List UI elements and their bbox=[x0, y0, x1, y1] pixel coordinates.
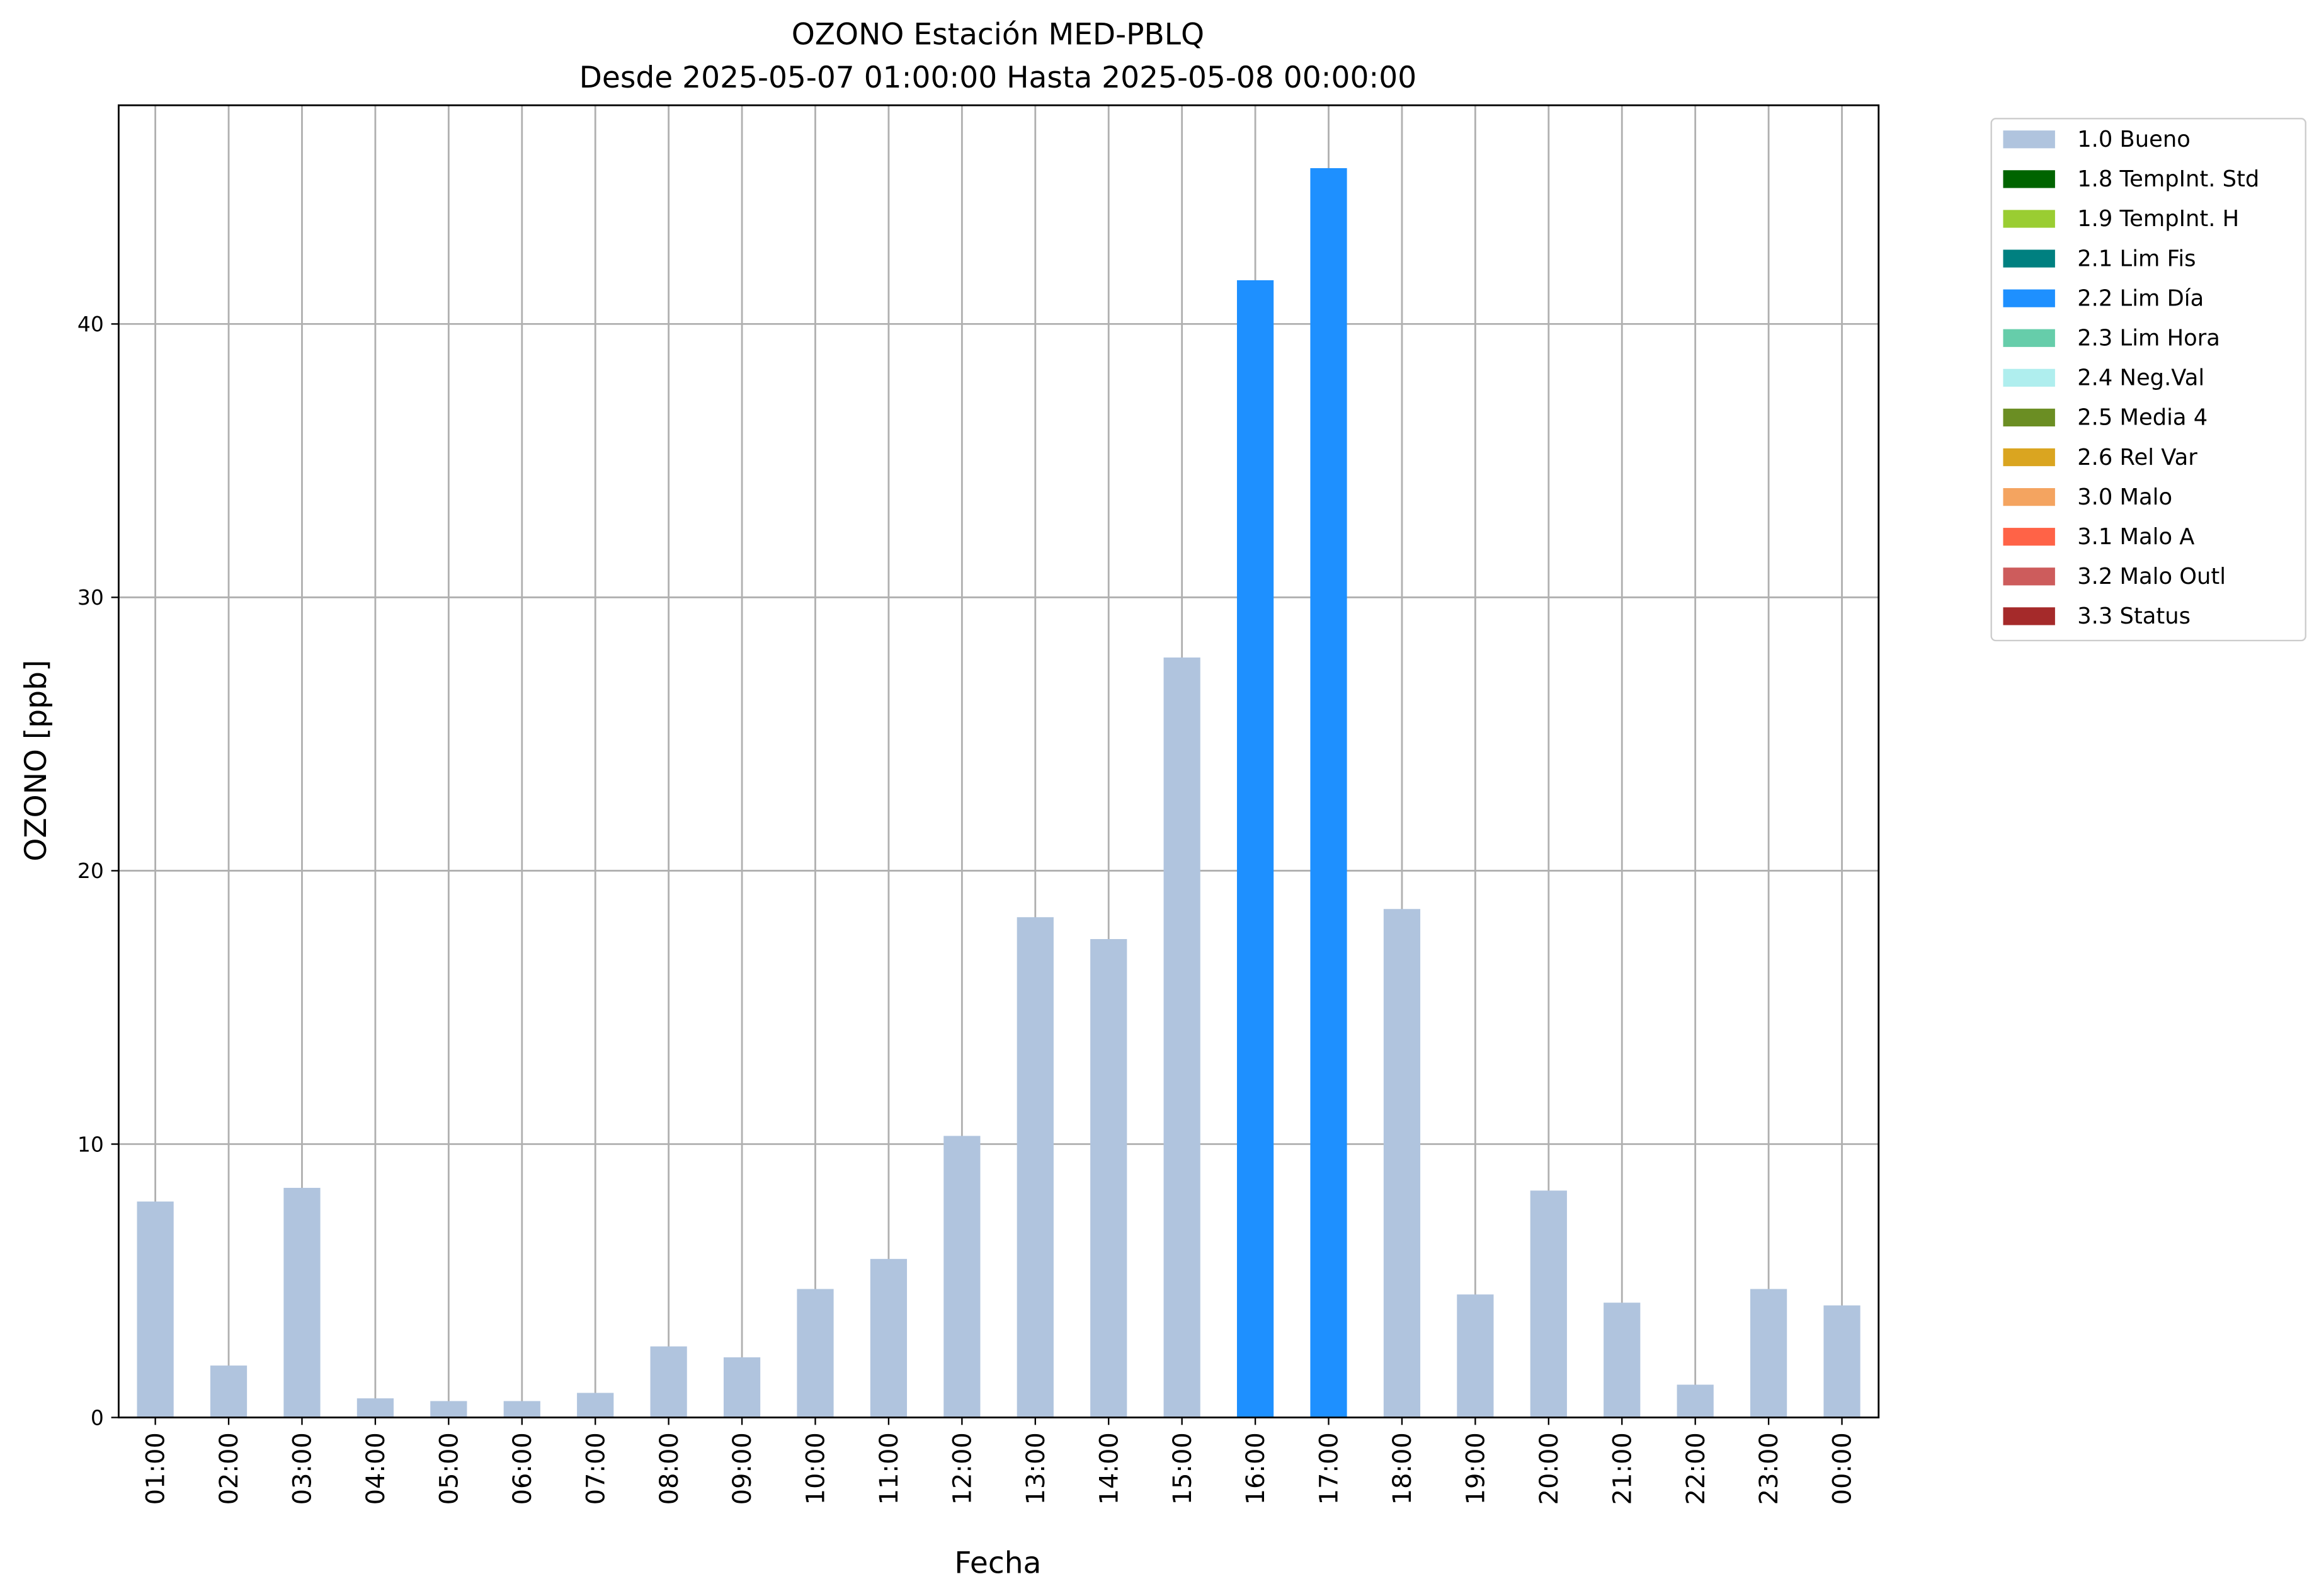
legend-box bbox=[1990, 118, 2306, 642]
x-tick-label: 20:00 bbox=[1535, 1432, 1564, 1505]
chart-title: OZONO Estación MED-PBLQ bbox=[792, 18, 1204, 52]
bar bbox=[1823, 1305, 1860, 1418]
bar bbox=[1604, 1302, 1641, 1418]
bar bbox=[1750, 1289, 1787, 1418]
x-tick-label: 14:00 bbox=[1095, 1432, 1124, 1505]
x-tick-label: 17:00 bbox=[1315, 1432, 1344, 1505]
bar bbox=[650, 1346, 687, 1418]
x-tick-label: 13:00 bbox=[1022, 1432, 1051, 1505]
legend-swatch bbox=[2003, 607, 2055, 625]
legend-swatch bbox=[2003, 487, 2055, 506]
legend-label: 2.1 Lim Fis bbox=[2077, 246, 2196, 271]
bar bbox=[797, 1289, 834, 1418]
bar bbox=[503, 1401, 540, 1418]
bar bbox=[1163, 657, 1200, 1418]
y-tick-label: 40 bbox=[77, 312, 104, 336]
bar bbox=[1383, 909, 1421, 1418]
x-tick-label: 04:00 bbox=[362, 1432, 390, 1505]
legend-label: 3.3 Status bbox=[2077, 603, 2191, 629]
bar bbox=[1530, 1190, 1567, 1418]
legend-swatch bbox=[2003, 170, 2055, 188]
legend-label: 3.1 Malo A bbox=[2077, 524, 2194, 550]
bar bbox=[870, 1258, 908, 1418]
legend-label: 3.2 Malo Outl bbox=[2077, 564, 2226, 590]
y-axis-label: OZONO [ppb] bbox=[19, 660, 54, 862]
x-tick-label: 05:00 bbox=[435, 1432, 464, 1505]
x-tick-label: 21:00 bbox=[1608, 1432, 1637, 1505]
bar bbox=[1236, 280, 1274, 1418]
x-tick-label: 07:00 bbox=[581, 1432, 610, 1505]
y-tick-label: 20 bbox=[77, 858, 104, 883]
x-tick-label: 15:00 bbox=[1168, 1432, 1197, 1505]
bar bbox=[1017, 917, 1054, 1418]
legend-label: 1.9 TempInt. H bbox=[2077, 206, 2239, 232]
bar bbox=[210, 1365, 248, 1418]
legend-swatch bbox=[2003, 528, 2055, 546]
bar bbox=[430, 1401, 467, 1418]
x-tick-label: 08:00 bbox=[655, 1432, 684, 1505]
x-tick-label: 09:00 bbox=[728, 1432, 757, 1505]
legend-swatch bbox=[2003, 448, 2055, 467]
y-tick-label: 10 bbox=[77, 1132, 104, 1156]
legend-label: 2.3 Lim Hora bbox=[2077, 326, 2220, 351]
bar bbox=[577, 1393, 614, 1418]
bar bbox=[943, 1136, 981, 1418]
legend-label: 2.6 Rel Var bbox=[2077, 445, 2197, 470]
legend-label: 2.4 Neg.Val bbox=[2077, 365, 2204, 391]
x-tick-label: 11:00 bbox=[875, 1432, 904, 1505]
bar bbox=[1310, 168, 1347, 1418]
x-tick-label: 01:00 bbox=[142, 1432, 171, 1505]
x-tick-label: 12:00 bbox=[948, 1432, 977, 1505]
legend-swatch bbox=[2003, 249, 2055, 268]
x-tick-label: 06:00 bbox=[508, 1432, 537, 1505]
bar bbox=[137, 1201, 174, 1418]
bar bbox=[1090, 938, 1127, 1418]
x-tick-label: 19:00 bbox=[1462, 1432, 1491, 1505]
plot-frame bbox=[117, 104, 1880, 1418]
legend-label: 1.0 Bueno bbox=[2077, 127, 2191, 152]
legend-label: 1.8 TempInt. Std bbox=[2077, 166, 2259, 192]
bar bbox=[356, 1398, 394, 1418]
legend-label: 3.0 Malo bbox=[2077, 484, 2172, 510]
x-tick-label: 03:00 bbox=[288, 1432, 317, 1505]
legend-swatch bbox=[2003, 567, 2055, 586]
legend: 1.0 Bueno 1.8 TempInt. Std 1.9 TempInt. H 2… bbox=[2003, 127, 2259, 629]
bar bbox=[1457, 1294, 1494, 1418]
x-tick-label: 16:00 bbox=[1241, 1432, 1270, 1505]
x-tick-label: 18:00 bbox=[1388, 1432, 1417, 1505]
bar bbox=[723, 1357, 761, 1418]
grid bbox=[118, 105, 1879, 1418]
bars bbox=[137, 168, 1860, 1418]
x-tick-label: 22:00 bbox=[1682, 1432, 1711, 1505]
legend-swatch bbox=[2003, 289, 2055, 307]
x-tick-label: 10:00 bbox=[802, 1432, 831, 1505]
legend-swatch bbox=[2003, 210, 2055, 228]
y-tick-label: 0 bbox=[91, 1405, 104, 1430]
x-tick-label: 00:00 bbox=[1828, 1432, 1857, 1505]
legend-swatch bbox=[2003, 329, 2055, 347]
x-tick-label: 02:00 bbox=[215, 1432, 244, 1505]
legend-swatch bbox=[2003, 130, 2055, 149]
x-tick-label: 23:00 bbox=[1755, 1432, 1784, 1505]
y-tick-label: 30 bbox=[77, 585, 104, 610]
legend-label: 2.5 Media 4 bbox=[2077, 405, 2208, 431]
x-axis-label: Fecha bbox=[954, 1546, 1041, 1581]
legend-swatch bbox=[2003, 408, 2055, 427]
legend-label: 2.2 Lim Día bbox=[2077, 285, 2204, 311]
legend-swatch bbox=[2003, 368, 2055, 387]
chart-subtitle: Desde 2025-05-07 01:00:00 Hasta 2025-05-… bbox=[579, 60, 1417, 95]
bar bbox=[1677, 1384, 1714, 1418]
bar bbox=[283, 1187, 321, 1418]
